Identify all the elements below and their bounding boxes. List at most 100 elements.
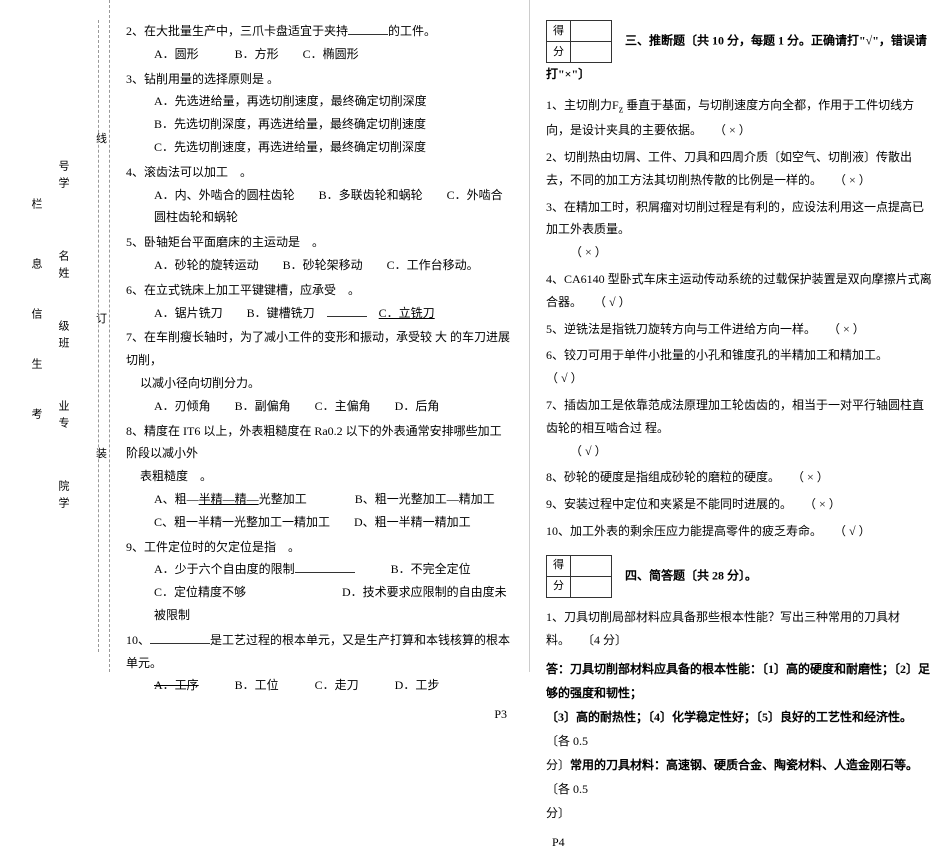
margin-field-banji: 级班 [55,320,71,354]
q2-opts: A．圆形 B．方形 C．椭圆形 [126,43,513,66]
q2-stem-b: 的工件。 [388,24,436,38]
q4-stem: 滚齿法可以加工 。 [144,165,252,179]
margin-label-sheng: 生 [28,358,44,375]
q7-stem-b: 以减小径向切削分力。 [126,372,513,395]
dashed-fold-line [98,20,99,652]
j2: 2、切削热由切屑、工件、刀具和四周介质〔如空气、切削液〕传散出去，不同的加工方法… [546,146,934,192]
q2-num: 2、 [126,24,144,38]
q3-stem: 钻削用量的选择原则是 。 [144,72,279,86]
q8-num: 8、 [126,424,144,438]
page-number-right: P4 [546,831,934,854]
q8: 8、精度在 IT6 以上，外表粗糙度在 Ra0.2 以下的外表通常安排哪些加工阶… [126,420,513,534]
q10-opts: A．工序 B．工位 C．走刀 D．工步 [126,674,513,697]
j4-n: 4、 [546,272,564,286]
j6: 6、铰刀可用于单件小批量的小孔和锥度孔的半精加工和精加工。 （ √ ） [546,344,934,390]
q9-opts-2: C．定位精度不够 D．技术要求应限制的自由度未被限制 [126,581,513,627]
q6-blank [327,305,367,317]
ans-lead: 答： [546,662,570,676]
score-box-3: 得 分 [546,20,612,63]
j9-t: 安装过程中定位和夹紧是不能同时进展的。 [564,497,792,511]
score-cell-4b [571,577,611,597]
margin-field-xingming: 名姓 [55,250,71,284]
q6: 6、在立式铣床上加工平键键槽，应承受 。 A．锯片铣刀 B．键槽铣刀 C．立铣刀 [126,279,513,325]
score-label-fen4: 分 [547,577,571,597]
q9-blank [295,561,355,573]
j10-mark: （ √ ） [834,524,871,538]
j8-mark: （ × ） [792,470,829,484]
j1-mark: （ × ） [714,123,751,137]
margin-label-lan: 栏 [28,198,44,215]
sa-q1-n: 1、 [546,610,564,624]
q9: 9、工件定位时的欠定位是指 。 A．少于六个自由度的限制 B．不完全定位 C．定… [126,536,513,627]
j7-t: 插齿加工是依靠范成法原理加工轮齿齿的，相当于一对平行轴圆柱直齿轮的相互啮合过 程… [546,398,924,435]
q8-stem-a: 精度在 IT6 以上，外表粗糙度在 Ra0.2 以下的外表通常安排哪些加工阶段以… [126,424,502,461]
q8-opts-2: C、粗一半精一光整加工一精加工 D、粗一半精一精加工 [126,511,513,534]
page-root: 栏 息 信 生 考 号学 名姓 级班 业专 院学 线 订 装 2、在大批量生产中… [0,0,950,672]
j2-mark: （ × ） [834,173,871,187]
score-box-4: 得 分 [546,555,612,598]
j5: 5、逆铣法是指铣刀旋转方向与工件进给方向一样。 （ × ） [546,318,934,341]
j10-t: 加工外表的剩余压应力能提高零件的疲乏寿命。 [570,524,822,538]
j8-t: 砂轮的硬度是指组成砂轮的磨粒的硬度。 [564,470,780,484]
q9-opts-1: A．少于六个自由度的限制 B．不完全定位 [126,558,513,581]
q6-num: 6、 [126,283,144,297]
section4-title: 四、简答题〔共 28 分〕。 [625,568,757,582]
q10-opt-a-strike: A．工序 [154,678,199,692]
j2-n: 2、 [546,150,564,164]
binding-margin: 栏 息 信 生 考 号学 名姓 级班 业专 院学 线 订 装 [0,0,110,672]
q5: 5、卧轴矩台平面磨床的主运动是 。 A．砂轮的旋转运动 B．砂轮架移动 C．工作… [126,231,513,277]
j5-n: 5、 [546,322,564,336]
j1-n: 1、 [546,98,564,112]
q4-opts: A．内、外啮合的圆柱齿轮 B．多联齿轮和蜗轮 C．外啮合圆柱齿轮和蜗轮 [126,184,513,230]
score-label-fen: 分 [547,42,571,62]
ans-p3: 〔各 0.5 [546,782,588,796]
margin-label-xi: 息 [28,258,44,275]
j6-t: 铰刀可用于单件小批量的小孔和锥度孔的半精加工和精加工。 [564,348,888,362]
margin-label-xin: 信 [28,308,44,325]
j1: 1、主切削力Fz 垂直于基面，与切削速度方向全都，作用于工件切线方向，是设计夹具… [546,94,934,142]
score-cell-3b [571,42,611,62]
score-cell-4 [571,556,611,576]
j3: 3、在精加工时，积屑瘤对切削过程是有利的，应设法利用这一点提高已加工外表质量。 … [546,196,934,264]
q6-stem: 在立式铣床上加工平键键槽，应承受 。 [144,283,360,297]
ans-l3b: 常用的刀具材料：高速钢、硬质合金、陶瓷材料、人造金刚石等。 [570,758,918,772]
content-area: 2、在大批量生产中，三爪卡盘适宜于夹持的工件。 A．圆形 B．方形 C．椭圆形 … [110,0,950,672]
score-label-de: 得 [547,21,571,41]
q4: 4、滚齿法可以加工 。 A．内、外啮合的圆柱齿轮 B．多联齿轮和蜗轮 C．外啮合… [126,161,513,229]
q9-stem: 工件定位时的欠定位是指 。 [144,540,300,554]
left-column: 2、在大批量生产中，三爪卡盘适宜于夹持的工件。 A．圆形 B．方形 C．椭圆形 … [110,0,530,672]
q3: 3、钻削用量的选择原则是 。 A．先选进给量，再选切削速度，最终确定切削深度 B… [126,68,513,159]
j3-t: 在精加工时，积屑瘤对切削过程是有利的，应设法利用这一点提高已加工外表质量。 [546,200,924,237]
q10-num: 10、 [126,633,150,647]
j3-mark: （ × ） [570,245,607,259]
q7: 7、在车削瘦长轴时，为了减小工件的变形和振动，承受较 大 的车刀进展切削， 以减… [126,326,513,417]
j9: 9、安装过程中定位和夹紧是不能同时进展的。 （ × ） [546,493,934,516]
j4-mark: （ √ ） [594,295,631,309]
q7-stem-a: 在车削瘦长轴时，为了减小工件的变形和振动，承受较 大 的车刀进展切削， [126,330,510,367]
j9-mark: （ × ） [804,497,841,511]
q7-opts: A．刃倾角 B．副偏角 C．主偏角 D．后角 [126,395,513,418]
score-label-de4: 得 [547,556,571,576]
q10: 10、是工艺过程的根本单元，又是生产打算和本钱核算的根本单元。 A．工序 B．工… [126,629,513,697]
q2-blank [348,23,388,35]
q8-underline: 半精—精— [199,492,259,506]
j5-mark: （ × ） [828,322,865,336]
sa-q1: 1、刀具切削局部材料应具备那些根本性能？写出三种常用的刀具材料。 〔4 分〕 [546,606,934,652]
j1-ta: 主切削力F [564,98,619,112]
q8-opts-1: A、粗—半精—精—光整加工 B、粗一光整加工—精加工 [126,488,513,511]
j10: 10、加工外表的剩余压应力能提高零件的疲乏寿命。 （ √ ） [546,520,934,543]
q2: 2、在大批量生产中，三爪卡盘适宜于夹持的工件。 A．圆形 B．方形 C．椭圆形 [126,20,513,66]
j9-n: 9、 [546,497,564,511]
ans-l4: 分〕 [546,806,570,820]
q8-stem-b: 表粗糙度 。 [126,465,513,488]
q3-num: 3、 [126,72,144,86]
j8-n: 8、 [546,470,564,484]
q5-opts: A．砂轮的旋转运动 B．砂轮架移动 C．工作台移动。 [126,254,513,277]
q9-num: 9、 [126,540,144,554]
j8: 8、砂轮的硬度是指组成砂轮的磨粒的硬度。 （ × ） [546,466,934,489]
j10-n: 10、 [546,524,570,538]
score-cell-3 [571,21,611,41]
q5-num: 5、 [126,235,144,249]
margin-field-zhuanye: 业专 [55,400,71,434]
q7-num: 7、 [126,330,144,344]
